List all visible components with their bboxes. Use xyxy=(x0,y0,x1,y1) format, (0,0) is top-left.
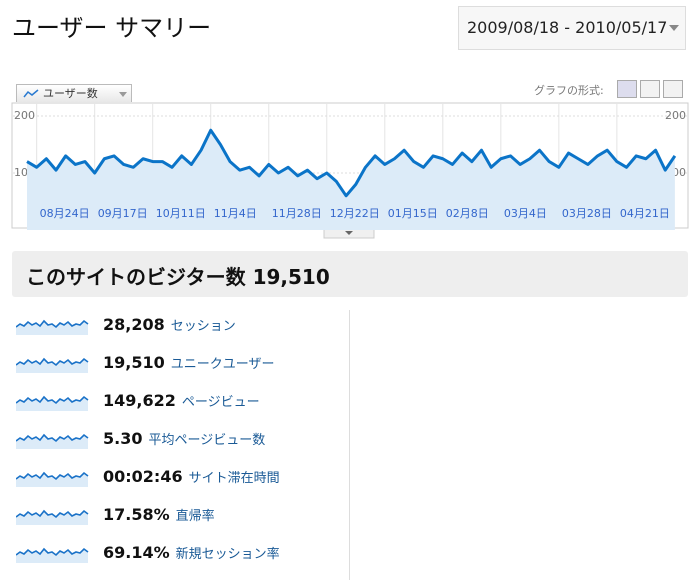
x-tick-label: 04月21日 xyxy=(620,207,670,220)
x-tick-label: 11月28日 xyxy=(272,207,322,220)
format-line-button[interactable] xyxy=(617,80,637,98)
metric-label[interactable]: 新規セッション率 xyxy=(175,547,280,562)
date-range: 2009/08/18 - 2010/05/17 xyxy=(467,18,668,37)
metric-label[interactable]: 直帰率 xyxy=(175,509,215,524)
x-tick-label: 11月4日 xyxy=(214,207,257,220)
metric-value: 17.58% 直帰率 xyxy=(103,505,215,524)
x-tick-label: 02月8日 xyxy=(446,207,489,220)
metric-label[interactable]: 平均ページビュー数 xyxy=(148,433,266,448)
toggle-arrow xyxy=(345,231,353,235)
summary-text: このサイトのビジター数 19,510 xyxy=(26,261,330,290)
x-tick-label: 09月17日 xyxy=(98,207,148,220)
summary-bar: このサイトのビジター数 19,510 xyxy=(12,251,688,297)
summary-value: 19,510 xyxy=(252,265,330,289)
metric-value: 149,622 ページビュー xyxy=(103,391,260,410)
metric-value: 00:02:46 サイト滞在時間 xyxy=(103,467,280,486)
metric-label[interactable]: ページビュー xyxy=(181,395,260,410)
date-range-picker[interactable]: 2009/08/18 - 2010/05/17 xyxy=(458,6,686,50)
sparkline xyxy=(16,433,89,449)
x-tick-label: 10月11日 xyxy=(156,207,206,220)
sparkline xyxy=(16,471,89,487)
metric-value: 28,208 セッション xyxy=(103,315,236,334)
metric-value: 5.30 平均ページビュー数 xyxy=(103,429,266,448)
page-title: ユーザー サマリー xyxy=(12,14,212,42)
summary-title: このサイトのビジター数 xyxy=(26,265,246,289)
sparkline xyxy=(16,395,89,411)
y-tick-label: 200 xyxy=(14,109,35,122)
dropdown-arrow xyxy=(669,25,679,31)
x-tick-label: 03月28日 xyxy=(562,207,612,220)
sparkline xyxy=(16,509,89,525)
graph-format-label: グラフの形式: xyxy=(534,84,604,97)
metric-label[interactable]: ユニークユーザー xyxy=(170,357,275,372)
line-icon xyxy=(23,89,39,98)
format-list-button[interactable] xyxy=(663,80,683,98)
dropdown-arrow xyxy=(119,92,127,97)
divider xyxy=(349,310,350,580)
sparkline xyxy=(16,357,89,373)
metric-value: 69.14% 新規セッション率 xyxy=(103,543,280,562)
x-tick-label: 08月24日 xyxy=(40,207,90,220)
metric-label[interactable]: セッション xyxy=(170,319,236,334)
sparkline xyxy=(16,319,89,335)
x-tick-label: 12月22日 xyxy=(330,207,380,220)
metric-value: 19,510 ユニークユーザー xyxy=(103,353,275,372)
area xyxy=(27,130,675,230)
x-tick-label: 01月15日 xyxy=(388,207,438,220)
metric-name: ユーザー数 xyxy=(43,87,98,100)
metric-selector[interactable]: ユーザー数 xyxy=(16,84,132,102)
x-tick-label: 03月4日 xyxy=(504,207,547,220)
line xyxy=(26,128,677,198)
metric-label[interactable]: サイト滞在時間 xyxy=(188,471,280,486)
y-tick-label-right: 200 xyxy=(665,109,686,122)
format-table-button[interactable] xyxy=(640,80,660,98)
sparkline xyxy=(16,547,89,563)
